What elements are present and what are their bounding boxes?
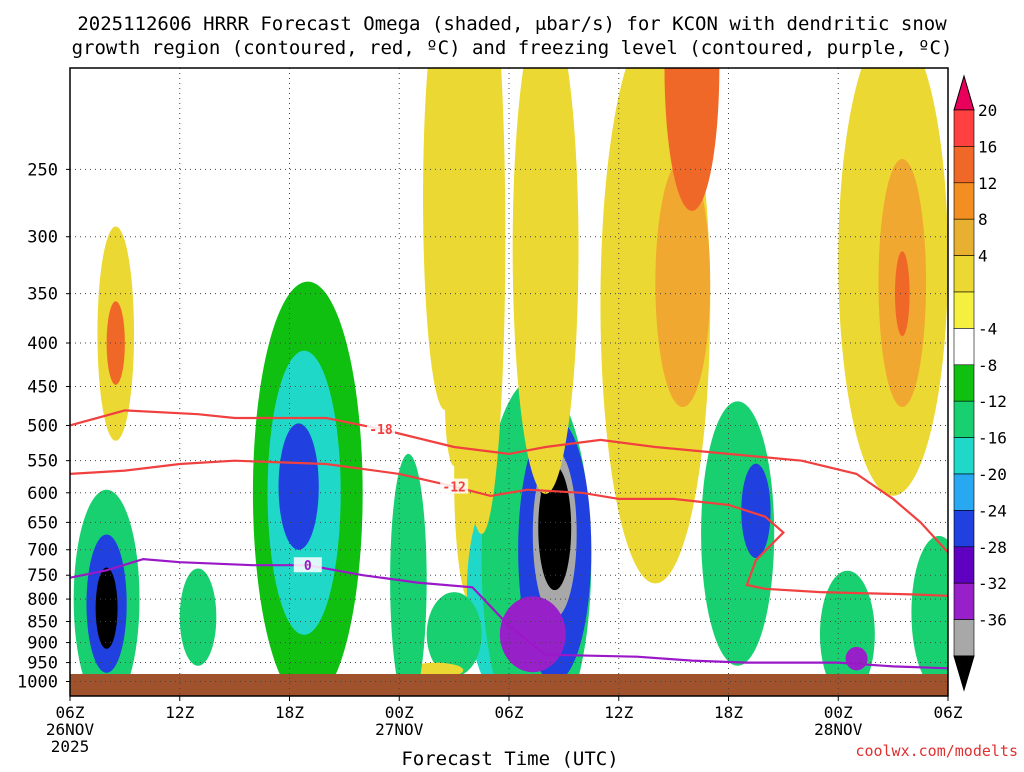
y-axis-ticks: 2503003504004505005506006507007508008509… — [17, 160, 70, 693]
colorbar-label: -32 — [978, 574, 1007, 593]
contour-line-2 — [70, 557, 948, 670]
y-tick-label: 850 — [27, 612, 58, 632]
colorbar-swatch — [953, 400, 975, 438]
colorbar-swatch — [953, 437, 975, 475]
colorbar-swatch — [953, 546, 975, 584]
contour-line-1 — [70, 459, 948, 597]
omega-shading — [73, 68, 948, 696]
omega-cell-29 — [845, 646, 868, 671]
contour-label-bg — [293, 557, 322, 573]
y-tick-label: 800 — [27, 590, 58, 610]
colorbar-label: 4 — [978, 247, 988, 266]
colorbar-swatch — [953, 619, 975, 657]
x-tick-label: 18Z — [275, 703, 304, 722]
chart-title-line1: 2025112606 HRRR Forecast Omega (shaded, … — [77, 13, 947, 35]
y-tick-label: 1000 — [17, 673, 58, 693]
x-tick-label: 12Z — [165, 703, 194, 722]
colorbar-swatch — [953, 109, 975, 147]
colorbar-swatch — [953, 218, 975, 256]
x-tick-label: 00Z — [385, 703, 414, 722]
omega-cell-7 — [278, 423, 319, 550]
y-tick-label: 500 — [27, 416, 58, 436]
x-tick-date: 28NOV — [814, 720, 863, 739]
colorbar-label: -20 — [978, 465, 1007, 484]
y-tick-label: 700 — [27, 541, 58, 561]
y-tick-label: 900 — [27, 634, 58, 654]
contour-label-bg — [366, 421, 395, 437]
y-tick-label: 650 — [27, 513, 58, 533]
colorbar-swatch — [953, 582, 975, 620]
colorbar-swatch — [953, 364, 975, 402]
omega-cell-24 — [655, 159, 711, 407]
contour-label: 0 — [304, 559, 312, 574]
omega-cell-8 — [179, 568, 217, 666]
x-tick-label: 00Z — [824, 703, 853, 722]
colorbar-swatch — [953, 510, 975, 548]
colorbar-swatch — [953, 182, 975, 220]
x-tick-label: 18Z — [714, 703, 743, 722]
y-tick-label: 750 — [27, 566, 58, 586]
x-tick-label: 06Z — [934, 703, 963, 722]
y-tick-label: 250 — [27, 160, 58, 180]
x-tick-label: 06Z — [56, 703, 85, 722]
omega-cell-4 — [95, 567, 118, 649]
colorbar-label: 20 — [978, 101, 997, 120]
omega-cell-20 — [423, 68, 467, 410]
colorbar-swatch — [953, 255, 975, 293]
y-tick-label: 400 — [27, 334, 58, 354]
colorbar-label: -8 — [978, 356, 997, 375]
colorbar-swatch — [953, 473, 975, 511]
contour-label-bg — [440, 478, 469, 494]
omega-cell-27 — [741, 463, 771, 558]
y-tick-label: 600 — [27, 484, 58, 504]
omega-cell-22 — [512, 68, 579, 494]
contour-label: -12 — [442, 481, 465, 496]
x-tick-date: 26NOV — [46, 720, 95, 739]
watermark: coolwx.com/modelts — [855, 742, 1018, 760]
colorbar-swatch — [953, 291, 975, 329]
y-tick-label: 300 — [27, 228, 58, 248]
x-tick-year: 2025 — [51, 737, 90, 756]
colorbar-top-arrow — [953, 74, 975, 111]
omega-cell-19 — [390, 453, 427, 696]
contour-line-0 — [70, 409, 948, 554]
colorbar-label: 16 — [978, 137, 997, 156]
omega-cell-32 — [894, 251, 910, 337]
colorbar-swatch — [953, 146, 975, 184]
omega-cell-15 — [538, 465, 572, 591]
colorbar: 20 16 12 8 4 -4 -8 -12 -16 -20 -24 -28 -32 -36 — [953, 74, 1007, 692]
omega-cell-33 — [911, 535, 948, 690]
x-tick-date: 27NOV — [375, 720, 424, 739]
omega-cell-25 — [664, 68, 720, 211]
omega-cell-17 — [426, 592, 482, 677]
isotherm-contours: -18 -12 0 — [70, 409, 948, 670]
y-tick-label: 450 — [27, 378, 58, 398]
colorbar-swatch — [953, 328, 975, 366]
contour-label: -18 — [369, 423, 393, 438]
x-tick-label: 06Z — [495, 703, 524, 722]
x-tick-label: 12Z — [604, 703, 633, 722]
colorbar-label: -24 — [978, 501, 1007, 520]
colorbar-label: -12 — [978, 392, 1007, 411]
chart-title-line2: growth region (contoured, red, ºC) and f… — [72, 37, 953, 59]
omega-cell-21 — [457, 68, 506, 534]
colorbar-label: -28 — [978, 538, 1007, 557]
y-tick-label: 950 — [27, 654, 58, 674]
y-tick-label: 550 — [27, 452, 58, 472]
colorbar-label: -36 — [978, 611, 1007, 630]
colorbar-label: -4 — [978, 319, 997, 338]
ground-surface — [70, 674, 948, 696]
x-axis-label: Forecast Time (UTC) — [401, 748, 618, 768]
omega-cell-16 — [499, 596, 566, 673]
colorbar-label: 12 — [978, 174, 997, 193]
colorbar-bottom-arrow — [953, 655, 975, 692]
y-tick-label: 350 — [27, 285, 58, 305]
colorbar-label: -16 — [978, 429, 1007, 448]
colorbar-label: 8 — [978, 210, 988, 229]
